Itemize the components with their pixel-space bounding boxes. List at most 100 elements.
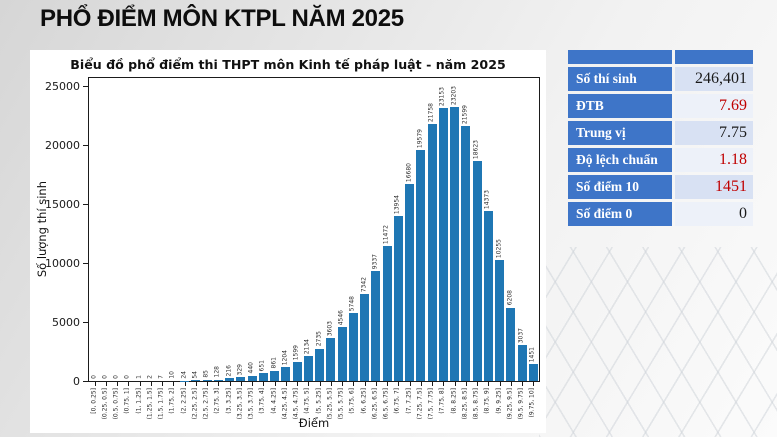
y-tick-mark bbox=[83, 204, 88, 206]
x-tick-label: (5.5, 5.75] bbox=[337, 388, 345, 420]
bar-value-label: 2735 bbox=[315, 331, 323, 347]
stats-label: ĐTB bbox=[568, 94, 672, 118]
chart-panel: Biểu đồ phổ điểm thi THPT môn Kinh tế ph… bbox=[30, 50, 546, 433]
x-tick-mark bbox=[319, 382, 321, 386]
x-tick-mark bbox=[94, 382, 96, 386]
stats-value: 7.75 bbox=[675, 121, 753, 145]
x-tick-mark bbox=[353, 382, 355, 386]
x-tick-mark bbox=[117, 382, 119, 386]
chart-title: Biểu đồ phổ điểm thi THPT môn Kinh tế ph… bbox=[70, 57, 506, 72]
x-tick-mark bbox=[510, 382, 512, 386]
bar-value-label: 18623 bbox=[472, 140, 480, 160]
bar bbox=[270, 370, 280, 381]
bar bbox=[191, 380, 201, 381]
bar-value-label: 6208 bbox=[506, 290, 514, 306]
stats-value: 0 bbox=[675, 202, 753, 226]
x-tick-label: (9.75, 10] bbox=[529, 388, 537, 418]
bar-value-label: 23203 bbox=[450, 86, 458, 106]
bar-value-label: 19579 bbox=[416, 128, 424, 148]
x-tick-label: (3.25, 3.5] bbox=[236, 388, 244, 420]
stats-table-row: Trung vị 7.75 bbox=[568, 121, 753, 145]
y-tick-mark bbox=[83, 322, 88, 324]
x-tick-label: (8.5, 8.75] bbox=[472, 388, 480, 420]
y-tick-label: 25000 bbox=[45, 79, 80, 93]
x-tick-label: (6.25, 6.5] bbox=[371, 388, 379, 420]
x-tick-label: (3, 3.25] bbox=[225, 388, 233, 414]
x-tick-mark bbox=[139, 382, 141, 386]
bar bbox=[382, 245, 392, 381]
x-tick-mark bbox=[364, 382, 366, 386]
x-tick-mark bbox=[409, 382, 411, 386]
bar-value-label: 0 bbox=[112, 375, 120, 379]
x-tick-label: (4, 4.25] bbox=[270, 388, 278, 414]
bar bbox=[360, 294, 370, 381]
bar-value-label: 0 bbox=[101, 375, 109, 379]
bar bbox=[506, 307, 516, 381]
stats-value: 7.69 bbox=[675, 94, 753, 118]
x-tick-label: (5.25, 5.5] bbox=[326, 388, 334, 420]
x-tick-label: (8.75, 9] bbox=[484, 388, 492, 414]
bar-value-label: 329 bbox=[236, 363, 244, 376]
bar-value-label: 9337 bbox=[371, 253, 379, 269]
x-tick-label: (4.25, 4.5] bbox=[281, 388, 289, 420]
x-tick-label: (4.75, 5] bbox=[304, 388, 312, 414]
bar-value-label: 5748 bbox=[349, 295, 357, 312]
bar-value-label: 128 bbox=[214, 366, 222, 378]
bar bbox=[427, 124, 437, 381]
bar bbox=[517, 345, 527, 381]
x-tick-mark bbox=[150, 382, 152, 386]
plot-area: 0 0 0 0 1 2 7 10 24 54 85 128 216 329 440 651 861 1204 159… bbox=[88, 77, 540, 382]
x-tick-mark bbox=[398, 382, 400, 386]
bar bbox=[258, 373, 268, 381]
y-tick-label: 5000 bbox=[52, 315, 80, 329]
x-tick-mark bbox=[218, 382, 220, 386]
x-tick-mark bbox=[465, 382, 467, 386]
x-tick-label: (1.75, 2] bbox=[169, 388, 177, 414]
bar-value-label: 85 bbox=[202, 370, 210, 378]
x-tick-label: (8.25, 8.5] bbox=[461, 388, 469, 420]
bar bbox=[202, 380, 212, 381]
bar bbox=[495, 260, 505, 381]
x-tick-label: (6.75, 7] bbox=[394, 388, 402, 414]
bar bbox=[337, 327, 347, 381]
stats-value: 1.18 bbox=[675, 148, 753, 172]
x-tick-label: (1, 1.25] bbox=[135, 388, 143, 414]
y-tick-mark bbox=[83, 381, 88, 383]
y-tick-label: 15000 bbox=[45, 197, 80, 211]
bar-value-label: 2134 bbox=[304, 338, 312, 354]
x-tick-label: (7, 7.25] bbox=[405, 388, 413, 414]
x-tick-label: (7.75, 8] bbox=[439, 388, 447, 414]
bar bbox=[450, 107, 460, 381]
x-tick-label: (5.75, 6] bbox=[349, 388, 357, 414]
y-tick-mark bbox=[83, 86, 88, 88]
x-tick-mark bbox=[184, 382, 186, 386]
bar-value-label: 216 bbox=[225, 365, 233, 377]
x-tick-mark bbox=[162, 382, 164, 386]
bar bbox=[371, 270, 381, 381]
bar-value-label: 16680 bbox=[405, 163, 413, 183]
stats-label: Số điểm 0 bbox=[568, 202, 672, 226]
stats-table-row: Số thí sinh 246,401 bbox=[568, 67, 753, 91]
bar bbox=[225, 378, 235, 381]
bar-value-label: 7342 bbox=[360, 277, 368, 293]
bar-value-label: 13954 bbox=[394, 195, 402, 215]
bar bbox=[348, 313, 358, 381]
x-tick-mark bbox=[432, 382, 434, 386]
x-tick-mark bbox=[443, 382, 445, 386]
x-tick-mark bbox=[274, 382, 276, 386]
x-tick-label: (9.25, 9.5] bbox=[506, 388, 514, 420]
x-tick-mark bbox=[308, 382, 310, 386]
stats-value: 1451 bbox=[675, 175, 753, 199]
bar-value-label: 1451 bbox=[529, 346, 537, 362]
bar-value-label: 10 bbox=[169, 371, 177, 379]
x-tick-mark bbox=[297, 382, 299, 386]
x-tick-label: (0.75, 1] bbox=[124, 388, 132, 414]
bar-value-label: 2 bbox=[146, 375, 154, 379]
bar-value-label: 861 bbox=[270, 357, 278, 369]
y-tick-label: 20000 bbox=[45, 138, 80, 152]
page-title: PHỔ ĐIỂM MÔN KTPL NĂM 2025 bbox=[40, 5, 404, 32]
x-tick-label: (8, 8.25] bbox=[450, 388, 458, 414]
stats-table-row: ĐTB 7.69 bbox=[568, 94, 753, 118]
x-tick-label: (6.5, 6.75] bbox=[382, 388, 390, 420]
stats-label: Độ lệch chuẩn bbox=[568, 148, 672, 172]
